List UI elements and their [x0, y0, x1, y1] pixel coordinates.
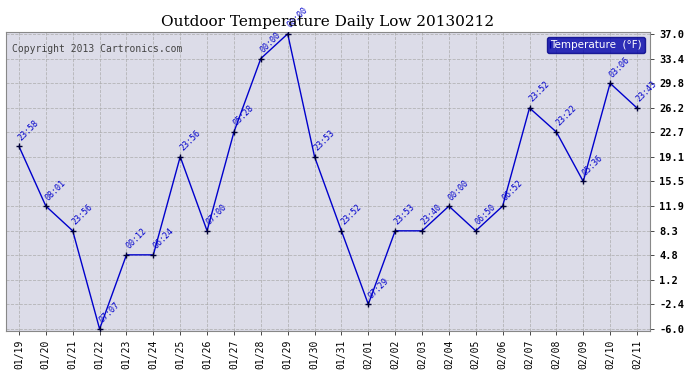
Legend: Temperature  (°F): Temperature (°F) [547, 37, 645, 53]
Text: 00:12: 00:12 [124, 226, 148, 251]
Text: 23:53: 23:53 [313, 129, 337, 153]
Title: Outdoor Temperature Daily Low 20130212: Outdoor Temperature Daily Low 20130212 [161, 15, 495, 29]
Text: 07:29: 07:29 [366, 276, 390, 300]
Text: 05:36: 05:36 [581, 153, 605, 177]
Text: 08:01: 08:01 [43, 178, 68, 202]
Text: 23:52: 23:52 [527, 80, 551, 104]
Text: 23:40: 23:40 [420, 202, 444, 226]
Text: 23:53: 23:53 [393, 202, 417, 226]
Text: 23:56: 23:56 [178, 129, 202, 153]
Text: 03:06: 03:06 [608, 55, 632, 79]
Text: 23:52: 23:52 [339, 202, 363, 226]
Text: 23:43: 23:43 [635, 80, 659, 104]
Text: 00:00: 00:00 [446, 178, 471, 202]
Text: Copyright 2013 Cartronics.com: Copyright 2013 Cartronics.com [12, 44, 182, 54]
Text: 06:50: 06:50 [473, 202, 497, 226]
Text: 23:22: 23:22 [554, 104, 578, 128]
Text: 00:00: 00:00 [259, 30, 283, 54]
Text: 07:00: 07:00 [205, 202, 229, 226]
Text: 23:56: 23:56 [70, 202, 95, 226]
Text: 00:00: 00:00 [286, 6, 310, 30]
Text: 06:24: 06:24 [151, 226, 175, 251]
Text: 23:58: 23:58 [17, 118, 41, 142]
Text: 06:52: 06:52 [500, 178, 524, 202]
Text: 05:28: 05:28 [232, 104, 256, 128]
Text: 07:07: 07:07 [97, 301, 121, 325]
